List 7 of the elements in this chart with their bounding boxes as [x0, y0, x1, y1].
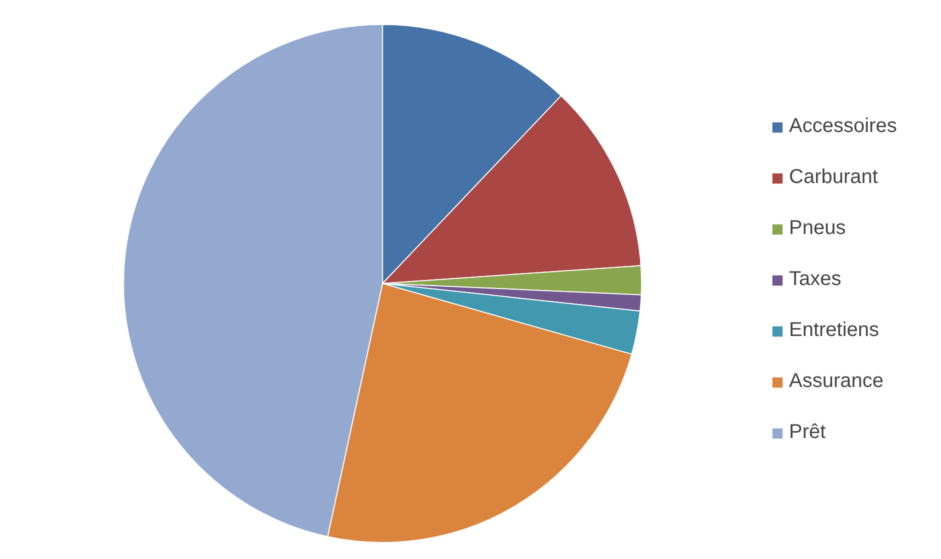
legend-label: Entretiens — [789, 319, 880, 342]
legend-label: Taxes — [789, 268, 842, 291]
legend-label: Prêt — [789, 421, 826, 444]
legend-label: Pneus — [789, 217, 846, 240]
legend-label: Assurance — [789, 370, 884, 393]
legend-label: Accessoires — [789, 115, 897, 138]
legend-label: Carburant — [789, 166, 878, 189]
